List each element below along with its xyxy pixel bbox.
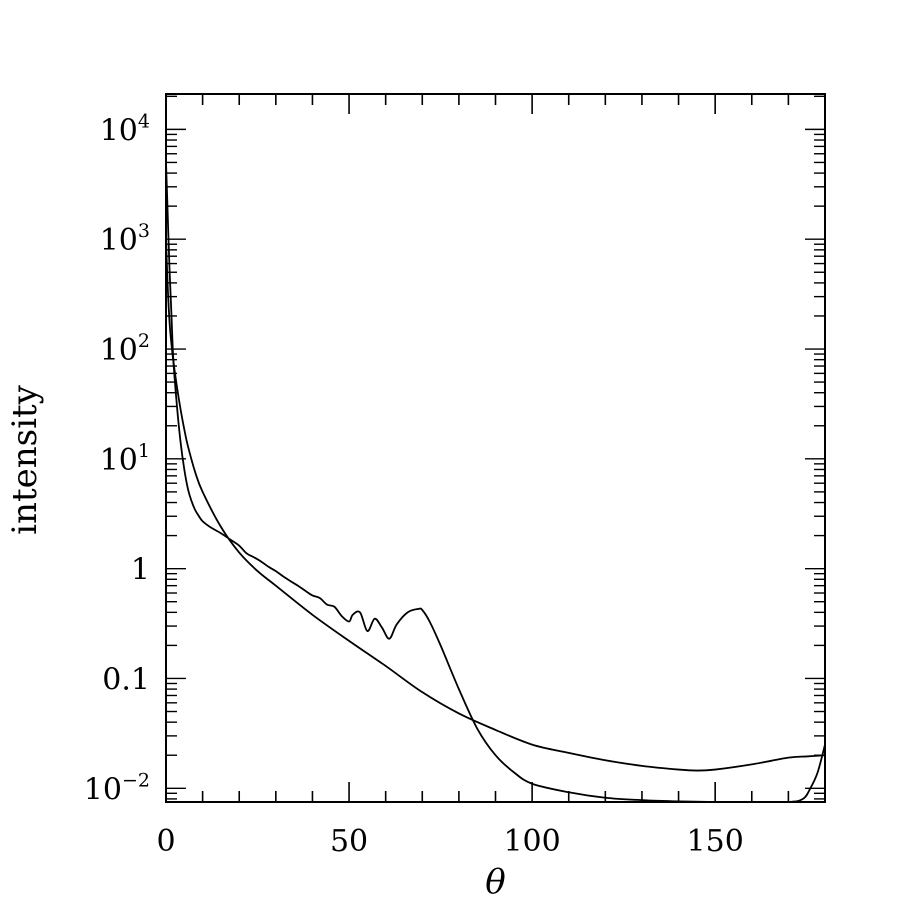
series-line-1	[166, 239, 825, 772]
series-line-2	[166, 162, 825, 802]
plot-frame	[165, 93, 826, 803]
y-tick-label: 1	[131, 553, 150, 588]
series-group	[166, 162, 825, 802]
tick-layer	[166, 94, 825, 802]
x-tick-label: 50	[330, 824, 368, 859]
y-tick-label: 10−2	[84, 769, 150, 807]
x-tick-label: 0	[156, 824, 175, 859]
y-tick-label: 102	[100, 330, 150, 368]
y-tick-label: 0.1	[102, 662, 150, 697]
series-layer	[166, 162, 825, 802]
x-tick-label: 100	[503, 824, 560, 859]
tick-label-layer: 0 50 100 150 10−2 0.1 1 101 102 103 104	[84, 110, 744, 859]
y-axis-title: intensity	[5, 384, 45, 534]
x-axis-title: θ	[485, 862, 505, 900]
y-tick-label: 101	[100, 440, 150, 478]
x-tick-label: 150	[687, 824, 744, 859]
y-tick-label: 103	[100, 220, 150, 258]
y-tick-label: 104	[100, 110, 150, 148]
